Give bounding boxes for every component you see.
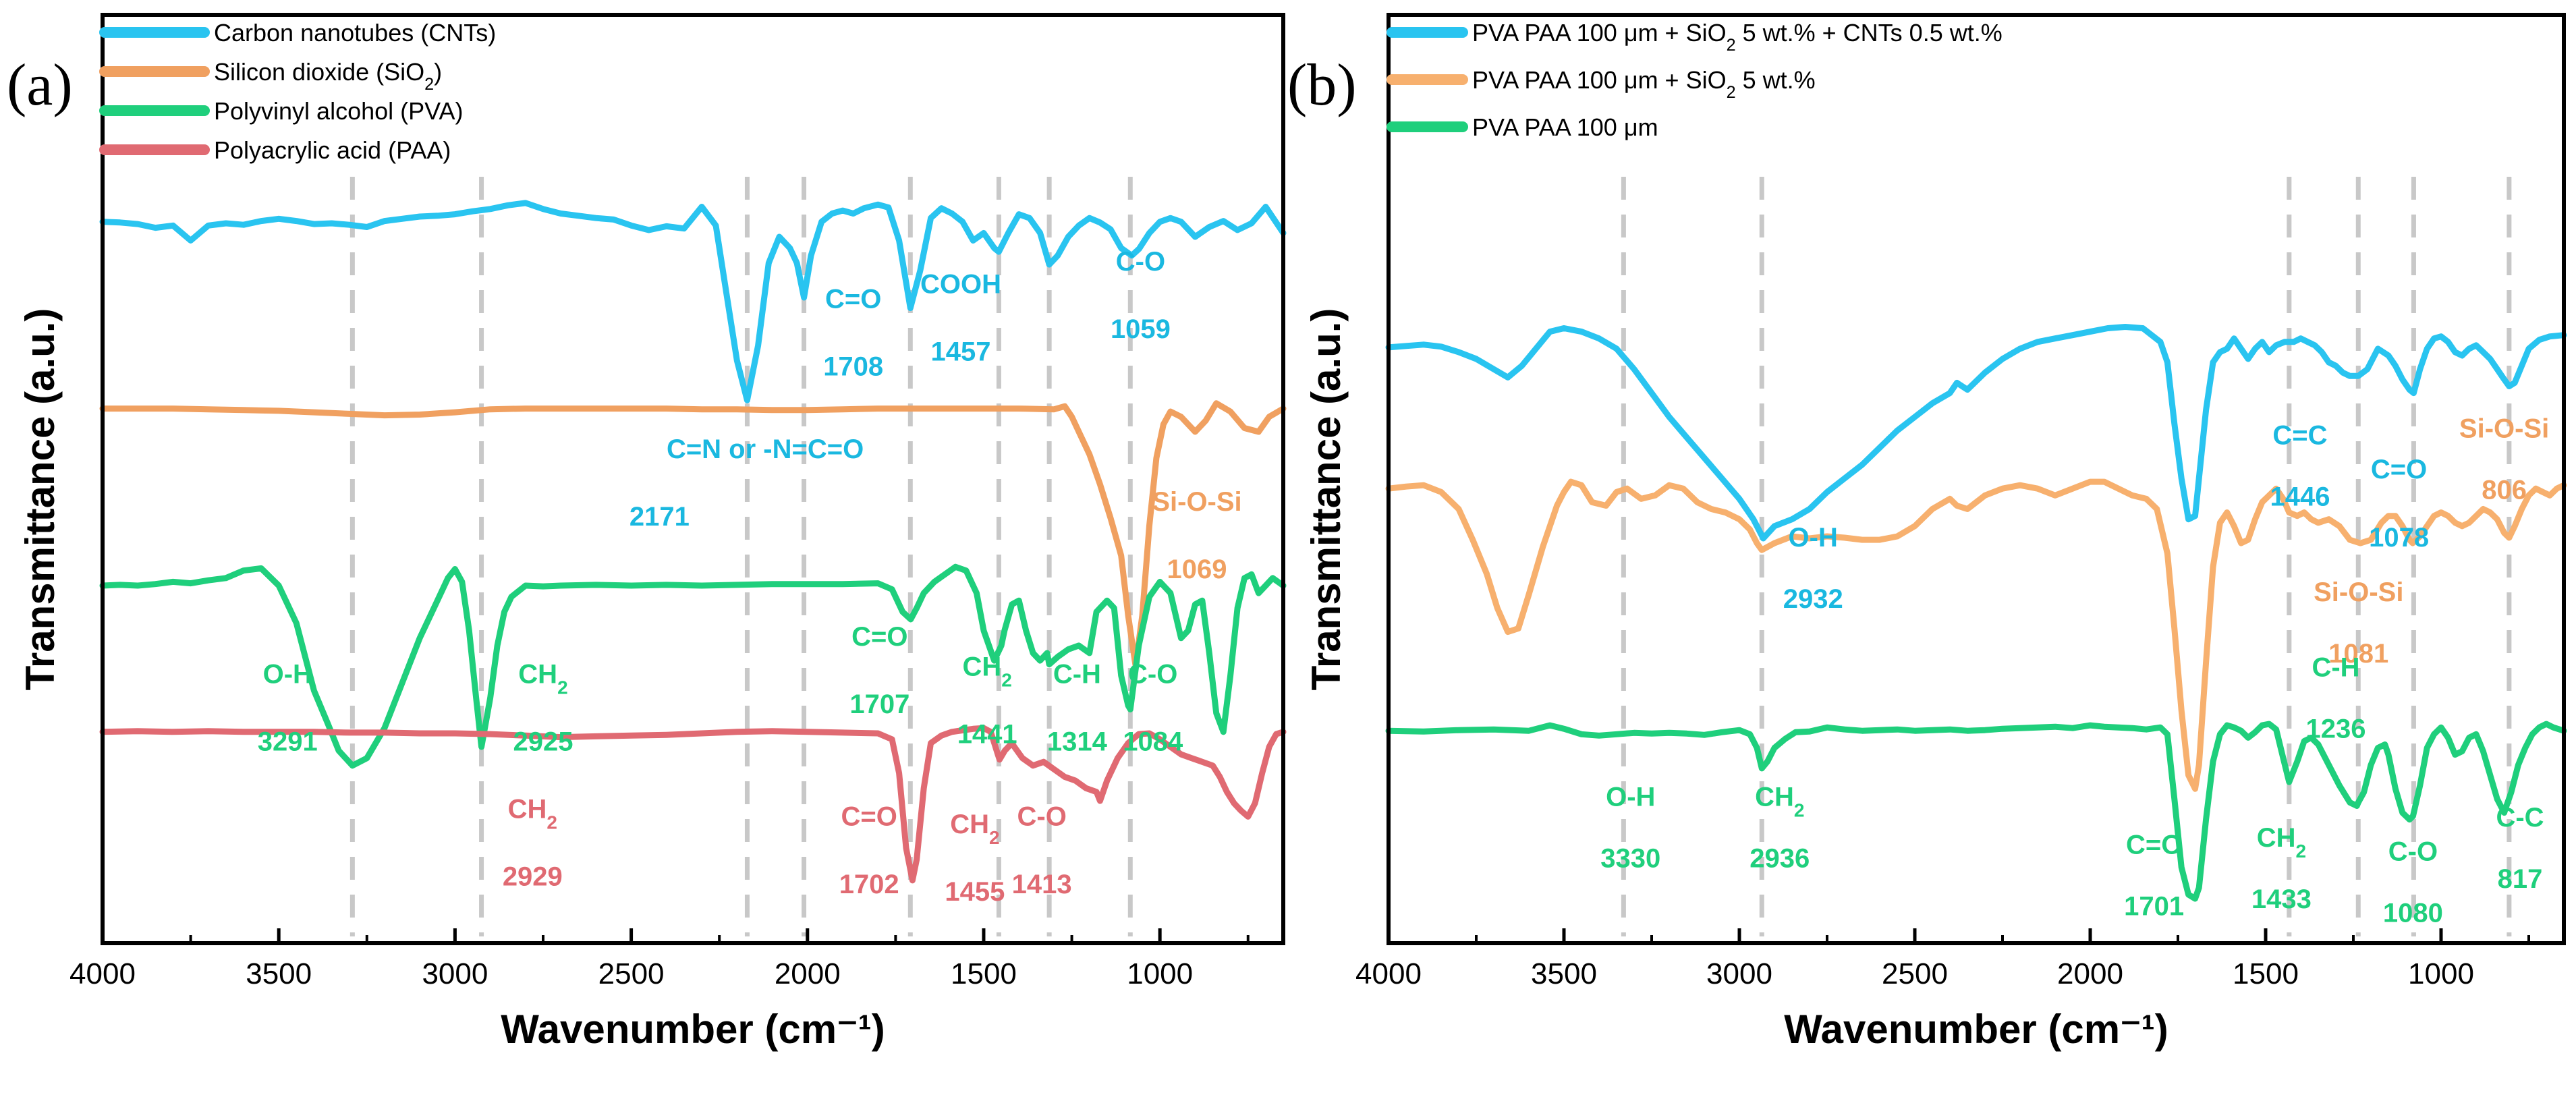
y-axis-title: Transmittance (a.u.) — [18, 308, 63, 691]
x-tick-label: 1500 — [2233, 957, 2299, 990]
peak-annotation: 1707 — [849, 690, 909, 719]
peak-annotation: C=O — [825, 285, 881, 314]
peak-annotation: O-H — [263, 659, 312, 689]
peak-annotation: 2171 — [629, 502, 690, 532]
y-axis-title: Transmittance (a.u.) — [1304, 308, 1349, 691]
peak-annotation: Si-O-Si — [2314, 578, 2403, 607]
peak-annotation: C-H — [2312, 652, 2359, 682]
peak-annotation: Si-O-Si — [1152, 487, 1241, 517]
peak-annotation: Si-O-Si — [2459, 414, 2549, 443]
legend-entry: Carbon nanotubes (CNTs) — [214, 19, 496, 47]
x-axis-title: Wavenumber (cm⁻¹) — [1784, 1007, 2168, 1052]
peak-annotation: C=O — [851, 622, 907, 652]
peak-annotation: 1413 — [1012, 870, 1072, 899]
x-tick-label: 1000 — [2408, 957, 2474, 990]
peak-annotation: C=O — [2126, 830, 2182, 860]
x-tick-label: 4000 — [1355, 957, 1422, 990]
series-line-0 — [99, 200, 1287, 403]
peak-annotation: C-O — [1017, 802, 1067, 832]
x-tick-label: 2000 — [775, 957, 841, 990]
peak-annotation: C=O — [2371, 455, 2427, 484]
peak-annotation: C-C — [2496, 803, 2544, 833]
peak-annotation: 2925 — [513, 727, 573, 757]
peak-annotation: 2936 — [1749, 844, 1810, 874]
peak-annotation: C-H — [1053, 659, 1101, 689]
peak-annotation: 1314 — [1047, 727, 1108, 757]
peak-annotation: C=O — [841, 802, 897, 832]
panel-label: (a) — [7, 53, 73, 118]
peak-annotation: 1702 — [839, 870, 899, 899]
series-line-0 — [1385, 324, 2567, 542]
series-line-1 — [99, 400, 1287, 669]
peak-annotation: 1457 — [931, 337, 991, 366]
peak-annotation: C=C — [2272, 420, 2327, 450]
peak-annotation: 2929 — [503, 862, 563, 892]
panel-label: (b) — [1287, 53, 1357, 118]
peak-annotation: 1059 — [1111, 314, 1171, 344]
peak-annotation: COOH — [920, 269, 1001, 299]
x-tick-label: 3000 — [422, 957, 488, 990]
peak-annotation: 1441 — [957, 719, 1017, 749]
peak-annotation: C-O — [1128, 659, 1177, 689]
peak-annotation: 1080 — [2383, 898, 2443, 928]
peak-annotation: 1708 — [823, 352, 883, 382]
x-tick-label: 4000 — [69, 957, 136, 990]
plot-frame — [1387, 13, 2566, 945]
peak-annotation: 3330 — [1600, 844, 1660, 874]
peak-annotation: 806 — [2482, 475, 2527, 505]
peak-annotation: 1433 — [2251, 884, 2312, 914]
peak-annotation: 1236 — [2306, 714, 2366, 743]
series-line-2 — [1385, 721, 2567, 902]
series-line-1 — [1385, 478, 2567, 792]
peak-annotation: C-O — [2388, 837, 2438, 866]
peak-annotation: C-O — [1116, 247, 1165, 277]
legend-entry: PVA PAA 100 μm — [1472, 113, 1658, 141]
peak-annotation: C=N or -N=C=O — [667, 434, 864, 464]
panel-a: C=O 1708 COOH 1457 C-O 1059 C=N or -N=C=O 2171 S… — [7, 13, 1287, 1052]
peak-annotation: 1455 — [945, 877, 1005, 907]
x-tick-label: 1500 — [951, 957, 1017, 990]
peak-annotation: 1069 — [1167, 555, 1227, 584]
x-tick-label: 2500 — [1882, 957, 1948, 990]
peak-annotation: 1081 — [2328, 639, 2388, 669]
peak-annotation: O-H — [1789, 523, 1838, 553]
x-tick-label: 3000 — [1706, 957, 1772, 990]
peak-annotation: O-H — [1606, 782, 1655, 812]
x-tick-label: 2000 — [2057, 957, 2123, 990]
x-axis-title: Wavenumber (cm⁻¹) — [501, 1007, 885, 1052]
peak-annotation: 817 — [2498, 864, 2543, 894]
x-tick-label: 3500 — [246, 957, 312, 990]
x-tick-label: 2500 — [598, 957, 665, 990]
peak-annotation: 1701 — [2124, 891, 2184, 921]
series-line-3 — [99, 725, 1287, 884]
peak-annotation: 1078 — [2369, 523, 2429, 553]
x-tick-label: 1000 — [1127, 957, 1193, 990]
legend-entry: Polyacrylic acid (PAA) — [214, 136, 451, 164]
legend-entry: Polyvinyl alcohol (PVA) — [214, 97, 463, 125]
peak-annotation: 2932 — [1783, 584, 1843, 614]
x-tick-label: 3500 — [1531, 957, 1597, 990]
plot-frame — [101, 13, 1285, 945]
peak-annotation: 1446 — [2270, 482, 2330, 511]
peak-annotation: 3291 — [258, 727, 318, 757]
series-line-2 — [99, 563, 1287, 769]
peak-annotation: 1084 — [1123, 727, 1183, 757]
